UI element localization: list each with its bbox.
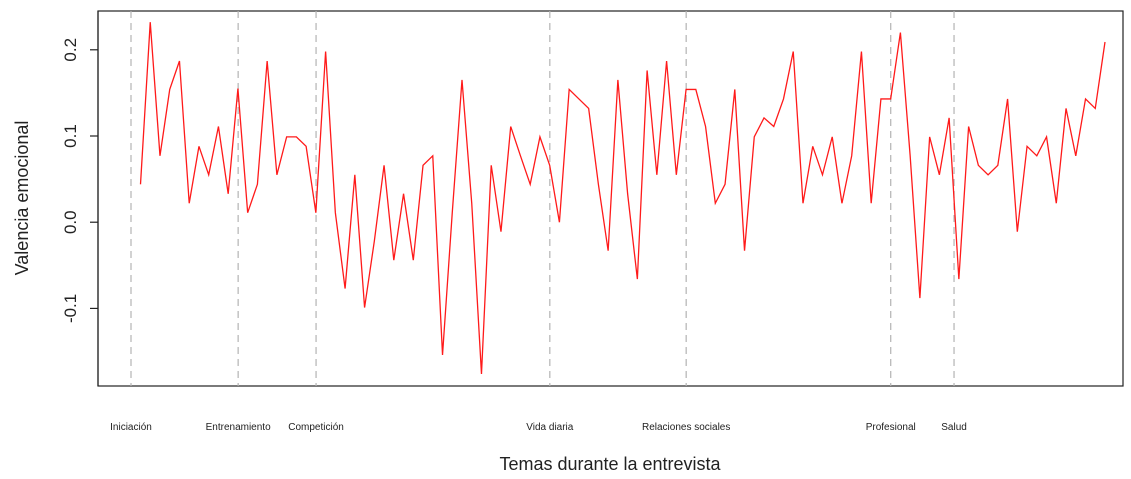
series-group	[139, 22, 1106, 374]
series-line	[139, 22, 1106, 374]
y-tick-label: 0.2	[61, 38, 80, 62]
topic-label: Relaciones sociales	[642, 422, 730, 433]
topic-labels: Iniciación Entrenamiento Competición Vida d…	[110, 422, 967, 433]
topic-label: Entrenamiento	[206, 422, 271, 433]
topic-label: Profesional	[866, 422, 916, 433]
y-tick-label: -0.1	[61, 294, 80, 323]
topic-label: Iniciación	[110, 422, 152, 433]
y-tick-label: 0.0	[61, 210, 80, 234]
topic-label: Salud	[941, 422, 967, 433]
y-axis: -0.1 0.0 0.1 0.2	[61, 11, 99, 386]
topic-label: Vida diaria	[526, 422, 574, 433]
topic-label: Competición	[288, 422, 344, 433]
x-axis-title: Temas durante la entrevista	[499, 454, 721, 474]
y-axis-title: Valencia emocional	[12, 121, 32, 276]
y-tick-label: 0.1	[61, 124, 80, 148]
topic-divider-lines	[130, 11, 955, 386]
